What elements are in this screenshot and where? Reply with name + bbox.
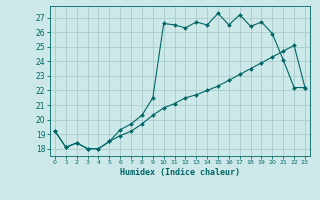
X-axis label: Humidex (Indice chaleur): Humidex (Indice chaleur): [120, 168, 240, 177]
